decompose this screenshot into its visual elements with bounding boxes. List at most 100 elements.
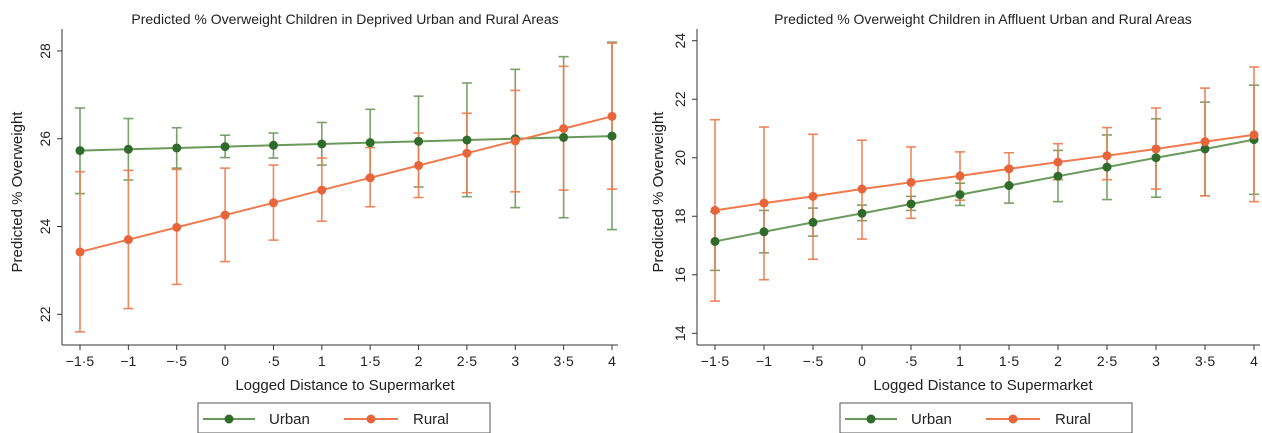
right-x-tick-label: −·5 [803, 353, 824, 369]
left-rural-point [510, 136, 520, 146]
left-rural-point [414, 160, 424, 170]
right-urban-series-line [714, 138, 1255, 243]
right-rural-point [857, 184, 867, 194]
right-legend: Urban Rural [839, 402, 1133, 433]
left-rural-series-line [79, 115, 613, 253]
right-rural-point [759, 198, 769, 208]
left-rural-point [607, 111, 617, 121]
left-urban-point [220, 142, 230, 152]
right-x-tick-label: 2 [1054, 353, 1062, 369]
right-x-tick-label: ·5 [905, 353, 918, 369]
right-rural-point [808, 191, 818, 201]
right-rural-point [1053, 157, 1063, 167]
right-plot-area: 14 16 18 20 22 24 −1·5 −1 −·5 0 ·5 1 1·5 2 2·5 3 3·5 4 [672, 29, 1260, 369]
left-legend-urban-label: Urban [269, 411, 310, 428]
right-y-tick-label: 22 [672, 91, 688, 107]
right-x-tick-label: −1 [756, 353, 772, 369]
left-rural-point [559, 124, 569, 134]
left-legend-rural-marker [366, 414, 376, 424]
left-x-tick-label: ·5 [267, 353, 280, 369]
right-y-tick-label: 24 [672, 33, 688, 49]
left-x-tick-label: 3·5 [554, 353, 574, 369]
right-rural-point [1151, 144, 1161, 154]
right-x-tick-label: 3·5 [1195, 353, 1215, 369]
left-urban-point [268, 140, 278, 150]
right-x-tick-label: −1·5 [701, 353, 730, 369]
left-urban-point [414, 136, 424, 146]
left-x-tick-label: 4 [608, 353, 616, 369]
right-urban-point [808, 217, 818, 227]
left-y-tick-label: 22 [37, 306, 53, 322]
right-x-axis-label: Logged Distance to Supermarket [873, 377, 1093, 394]
right-legend-rural-marker [1008, 414, 1018, 424]
right-x-tick-label: 2·5 [1097, 353, 1117, 369]
right-legend-rural-label: Rural [1055, 411, 1091, 428]
right-rural-point [955, 171, 965, 181]
left-legend-rural-label: Rural [413, 411, 449, 428]
right-y-tick-label: 18 [672, 208, 688, 224]
left-y-tick-label: 24 [37, 219, 53, 235]
left-urban-point [123, 144, 133, 154]
left-urban-point [172, 143, 182, 153]
right-urban-point [1102, 162, 1112, 172]
right-x-tick-label: 4 [1250, 353, 1258, 369]
right-x-tick-label: 1·5 [999, 353, 1019, 369]
left-x-tick-label: 2·5 [457, 353, 477, 369]
left-urban-series-line [79, 135, 613, 152]
left-urban-point [365, 138, 375, 148]
right-urban-point [906, 199, 916, 209]
right-rural-point [1102, 151, 1112, 161]
right-rural-point [1200, 137, 1210, 147]
right-x-tick-label: 1 [956, 353, 964, 369]
left-rural-point [365, 173, 375, 183]
right-urban-point [759, 227, 769, 237]
left-urban-point [75, 146, 85, 156]
left-rural-point [220, 210, 230, 220]
left-legend: Urban Rural [197, 402, 491, 433]
right-urban-point [1151, 153, 1161, 163]
left-y-tick-label: 28 [37, 43, 53, 59]
left-plot-area: 22 24 26 28 −1·5 −1 −·5 0 ·5 1 1·5 2 2·5 3 3·5 4 [37, 29, 618, 369]
left-x-tick-label: −·5 [166, 353, 187, 369]
right-urban-point [1200, 144, 1210, 154]
left-x-tick-label: 1·5 [360, 353, 380, 369]
right-y-tick-label: 16 [672, 267, 688, 283]
left-rural-point [123, 235, 133, 245]
left-x-axis-label: Logged Distance to Supermarket [235, 377, 455, 394]
left-x-tick-label: 3 [511, 353, 519, 369]
left-urban-point [559, 132, 569, 142]
left-urban-point [607, 131, 617, 141]
left-x-tick-label: 1 [318, 353, 326, 369]
right-x-tick-label: 3 [1152, 353, 1160, 369]
right-urban-point [955, 190, 965, 200]
left-y-axis-label: Predicted % Overweight [9, 111, 26, 273]
right-urban-point [857, 208, 867, 218]
right-y-axis-label: Predicted % Overweight [650, 111, 667, 273]
right-rural-point [1004, 164, 1014, 174]
left-panel: Predicted % Overweight Children in Depri… [9, 11, 618, 433]
right-x-tick-label: 0 [858, 353, 866, 369]
left-y-tick-label: 26 [37, 131, 53, 147]
right-y-tick-label: 20 [672, 150, 688, 166]
left-legend-urban-marker [224, 414, 234, 424]
left-x-tick-label: 2 [415, 353, 423, 369]
left-rural-point [172, 222, 182, 232]
right-legend-urban-marker [866, 414, 876, 424]
right-rural-point [906, 177, 916, 187]
left-urban-point [317, 139, 327, 149]
right-legend-urban-label: Urban [911, 411, 952, 428]
left-x-tick-label: 0 [221, 353, 229, 369]
right-urban-point [1004, 181, 1014, 191]
left-rural-point [317, 185, 327, 195]
right-panel: Predicted % Overweight Children in Afflu… [650, 11, 1260, 433]
left-rural-point [268, 198, 278, 208]
left-urban-point [462, 135, 472, 145]
left-x-tick-label: −1 [120, 353, 136, 369]
left-chart-title: Predicted % Overweight Children in Depri… [131, 11, 558, 27]
right-rural-series-line [714, 133, 1255, 212]
left-x-tick-label: −1·5 [66, 353, 95, 369]
right-y-tick-label: 14 [672, 325, 688, 341]
left-rural-point [75, 247, 85, 257]
left-rural-point [462, 148, 472, 158]
